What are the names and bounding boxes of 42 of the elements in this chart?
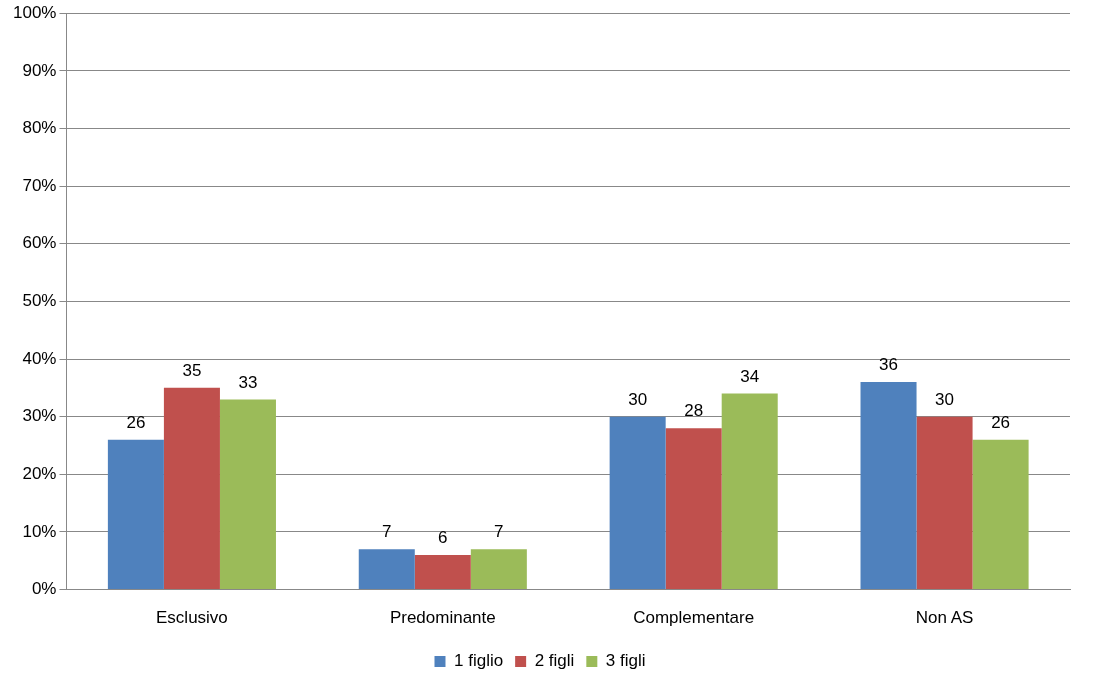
y-tick-label: 30% bbox=[22, 406, 57, 426]
bar bbox=[860, 382, 917, 590]
legend-label: 2 figli bbox=[534, 651, 575, 671]
bar bbox=[470, 549, 527, 590]
data-label: 26 bbox=[126, 412, 146, 432]
bar bbox=[107, 439, 164, 590]
y-tick-label: 10% bbox=[22, 521, 57, 541]
x-tick-label: Esclusivo bbox=[156, 608, 228, 628]
data-label: 28 bbox=[684, 401, 704, 421]
y-tick-label: 20% bbox=[22, 464, 57, 484]
data-label: 34 bbox=[740, 366, 760, 386]
bar bbox=[219, 399, 276, 590]
y-tick-label: 100% bbox=[13, 2, 57, 22]
data-label: 36 bbox=[879, 355, 898, 375]
y-tick-label: 60% bbox=[22, 233, 57, 253]
data-label: 33 bbox=[238, 372, 258, 392]
y-tick-label: 50% bbox=[22, 291, 57, 311]
y-tick-label: 90% bbox=[22, 60, 57, 80]
bar bbox=[972, 439, 1029, 590]
bar bbox=[414, 555, 471, 590]
bar bbox=[358, 549, 415, 590]
data-label: 26 bbox=[991, 412, 1011, 432]
data-label: 6 bbox=[438, 528, 448, 548]
x-tick-label: Non AS bbox=[915, 608, 974, 628]
y-tick-label: 40% bbox=[22, 348, 57, 368]
bar bbox=[721, 393, 778, 590]
data-label: 7 bbox=[382, 522, 392, 542]
x-tick-label: Complementare bbox=[633, 608, 755, 628]
bar bbox=[916, 416, 973, 590]
bar bbox=[163, 387, 220, 590]
data-label: 30 bbox=[935, 389, 955, 409]
legend-label: 1 figlio bbox=[453, 651, 504, 671]
data-label: 35 bbox=[182, 361, 202, 381]
bar bbox=[665, 428, 722, 590]
data-label: 7 bbox=[494, 522, 504, 542]
y-tick-label: 80% bbox=[22, 118, 57, 138]
bar bbox=[609, 416, 666, 590]
y-tick-label: 0% bbox=[31, 579, 57, 599]
y-tick-label: 70% bbox=[22, 175, 57, 195]
legend-label: 3 figli bbox=[605, 651, 646, 671]
data-label: 30 bbox=[628, 389, 648, 409]
x-tick-label: Predominante bbox=[389, 608, 496, 628]
